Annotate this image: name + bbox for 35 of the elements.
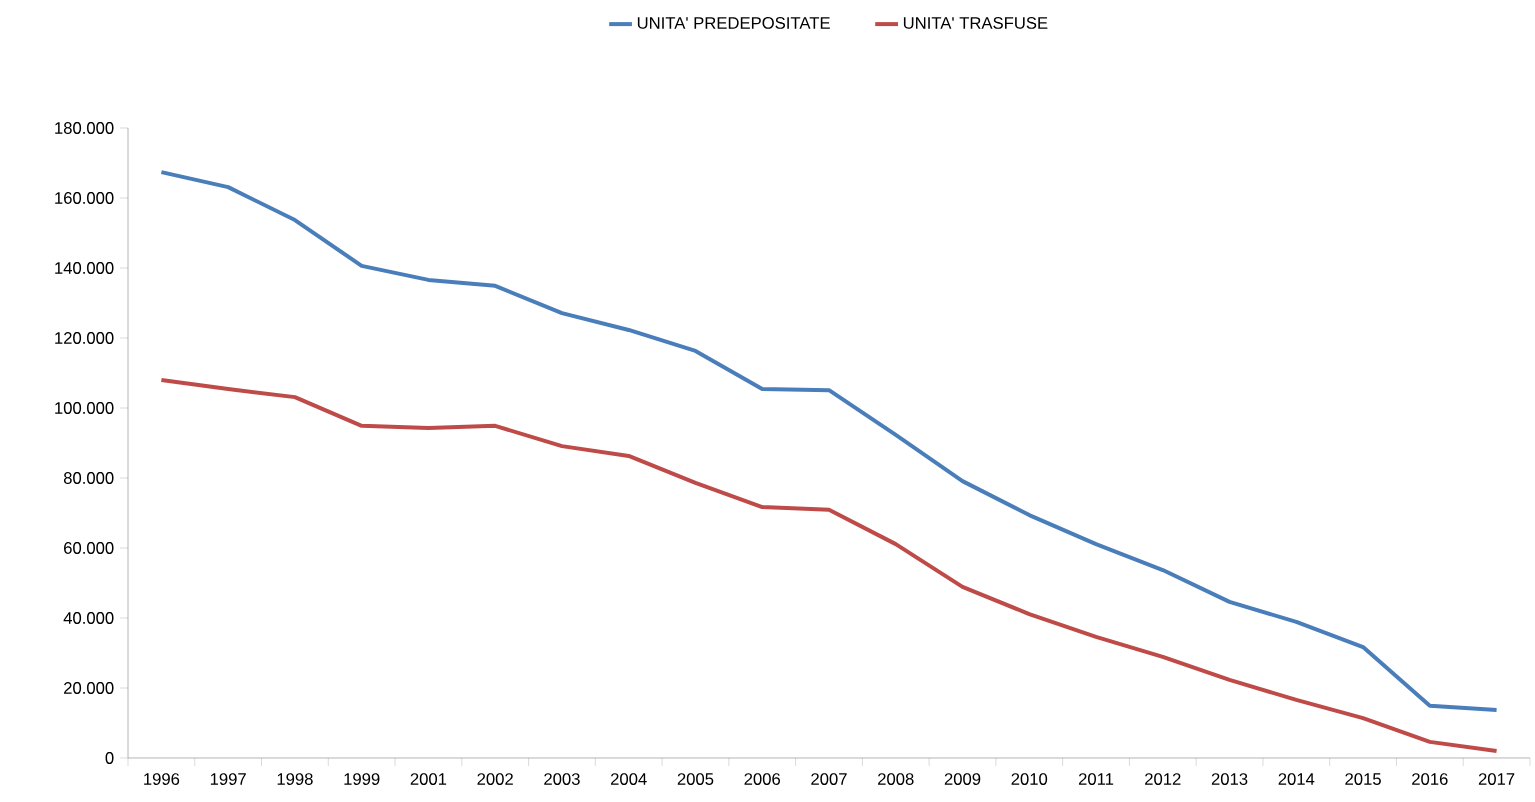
x-tick-label: 2005 xyxy=(677,773,714,785)
legend-label: UNITA' TRASFUSE xyxy=(903,17,1048,29)
x-tick-label: 2007 xyxy=(811,773,847,785)
x-tick-label: 2009 xyxy=(944,773,981,785)
y-tick-label: 100.000 xyxy=(55,402,114,414)
y-tick-label: 20.000 xyxy=(64,682,114,694)
x-tick-label: 1997 xyxy=(210,773,246,785)
line-series xyxy=(159,377,1499,753)
y-tick-label: 120.000 xyxy=(55,332,114,344)
x-tick-label: 2004 xyxy=(611,773,647,785)
x-tick-label: 2008 xyxy=(878,773,914,785)
x-tick-label: 2001 xyxy=(410,773,447,785)
x-tick-label: 2010 xyxy=(1011,773,1048,785)
x-tick-label: 1998 xyxy=(277,773,313,785)
y-tick-label: 160.000 xyxy=(55,192,114,204)
x-tick-label: 2013 xyxy=(1211,773,1248,785)
x-tick-label: 2002 xyxy=(477,773,513,785)
y-tick-label: 40.000 xyxy=(63,612,114,624)
y-tick-label: 80.000 xyxy=(63,472,114,484)
x-tick-label: 2014 xyxy=(1278,773,1315,785)
line-series xyxy=(159,170,1499,713)
y-tick-label: 60.000 xyxy=(64,542,114,554)
x-tick-label: 2006 xyxy=(744,773,781,785)
y-tick-label: 140.000 xyxy=(55,262,114,274)
x-tick-label: 2003 xyxy=(544,773,580,785)
x-tick-label: 1996 xyxy=(144,773,180,785)
x-tick-label: 2015 xyxy=(1345,773,1381,785)
x-tick-label: 2011 xyxy=(1078,773,1114,785)
y-tick-label: 180.000 xyxy=(55,122,114,134)
x-tick-label: 2017 xyxy=(1478,773,1515,785)
x-tick-label: 1999 xyxy=(344,773,380,785)
y-tick-label: 0 xyxy=(105,752,114,764)
x-tick-label: 2016 xyxy=(1412,773,1448,785)
x-tick-label: 2012 xyxy=(1145,773,1181,785)
legend-label: UNITA' PREDEPOSITATE xyxy=(637,17,830,29)
